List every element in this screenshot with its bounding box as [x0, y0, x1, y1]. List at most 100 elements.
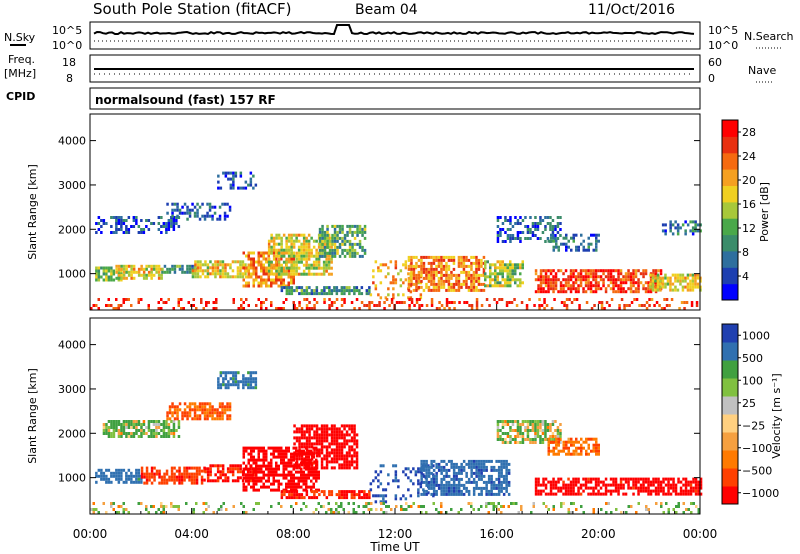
data-cell-0-5 — [285, 263, 288, 267]
data-cell-0-18 — [526, 237, 530, 240]
data-cell-0-8 — [369, 293, 373, 297]
data-cell-1-0 — [107, 477, 111, 481]
data-cell-1-2 — [229, 470, 232, 474]
data-cell-1-10 — [107, 426, 111, 429]
data-cell-1-4 — [345, 454, 349, 458]
data-cell-1-9 — [207, 505, 210, 508]
data-cell-0-14 — [600, 301, 604, 304]
data-cell-0-14 — [445, 304, 449, 307]
data-cell-0-9 — [452, 285, 456, 289]
data-cell-0-18 — [506, 234, 510, 237]
data-cell-1-7 — [470, 471, 473, 475]
data-cell-0-11 — [642, 287, 645, 291]
data-cell-0-20 — [694, 226, 697, 230]
data-cell-1-7 — [427, 486, 431, 490]
data-cell-1-3 — [270, 452, 273, 456]
data-cell-1-6 — [387, 482, 390, 486]
data-cell-1-10 — [162, 432, 166, 435]
data-cell-0-4 — [265, 278, 268, 282]
svg-text:8: 8 — [66, 72, 73, 85]
data-cell-0-14 — [663, 298, 666, 301]
data-cell-1-0 — [105, 474, 108, 478]
data-cell-0-6 — [348, 251, 352, 255]
data-cell-1-11 — [213, 411, 217, 415]
data-cell-1-3 — [262, 482, 265, 486]
data-cell-1-8 — [572, 492, 575, 496]
data-cell-1-8 — [577, 492, 580, 496]
data-cell-0-13 — [192, 304, 195, 307]
data-cell-1-4 — [343, 466, 346, 470]
data-cell-1-12 — [247, 383, 250, 387]
data-cell-0-3 — [224, 266, 227, 270]
data-cell-0-11 — [564, 269, 568, 273]
data-cell-1-2 — [216, 470, 220, 474]
data-cell-0-9 — [427, 261, 431, 265]
x-tick-label: 16:00 — [479, 527, 514, 541]
data-cell-0-6 — [348, 239, 352, 243]
data-cell-1-4 — [328, 451, 331, 455]
y-tick-label: 4000 — [58, 339, 86, 352]
data-cell-1-8 — [619, 480, 623, 484]
data-cell-1-8 — [637, 486, 640, 490]
data-cell-0-9 — [477, 261, 481, 265]
data-cell-1-2 — [246, 470, 250, 474]
data-cell-0-6 — [353, 236, 357, 240]
data-cell-1-3 — [317, 470, 320, 474]
data-cell-1-7 — [470, 480, 473, 484]
data-cell-1-4 — [348, 463, 351, 467]
data-cell-0-12 — [679, 282, 682, 286]
data-cell-1-11 — [168, 405, 172, 409]
data-cell-0-9 — [430, 288, 433, 292]
data-cell-1-8 — [542, 477, 545, 481]
data-cell-0-14 — [365, 304, 369, 307]
data-cell-0-1 — [157, 267, 161, 271]
data-cell-1-13 — [509, 429, 512, 432]
data-cell-0-13 — [105, 304, 108, 307]
data-cell-0-12 — [681, 273, 685, 277]
data-cell-0-14 — [408, 307, 411, 310]
data-cell-0-14 — [293, 304, 296, 307]
data-cell-1-5 — [280, 493, 284, 497]
data-cell-1-1 — [183, 478, 186, 482]
data-cell-1-3 — [257, 446, 260, 450]
data-cell-0-10 — [506, 263, 509, 267]
data-cell-1-10 — [155, 429, 158, 432]
data-cell-1-13 — [496, 432, 500, 435]
data-cell-1-3 — [262, 461, 265, 465]
data-cell-0-6 — [328, 248, 332, 252]
data-cell-0-6 — [318, 251, 322, 255]
data-cell-0-11 — [609, 272, 613, 276]
data-cell-1-7 — [482, 480, 486, 484]
data-cell-0-15 — [147, 228, 151, 231]
data-cell-0-12 — [696, 285, 700, 289]
data-cell-0-13 — [180, 307, 183, 310]
data-cell-0-4 — [287, 281, 290, 285]
data-cell-1-4 — [315, 433, 319, 437]
data-cell-0-11 — [587, 284, 590, 288]
data-cell-1-1 — [143, 472, 146, 476]
data-cell-1-7 — [420, 477, 423, 481]
data-cell-0-11 — [549, 284, 553, 288]
data-cell-0-11 — [642, 284, 645, 288]
data-cell-1-7 — [500, 480, 503, 484]
data-cell-0-9 — [460, 255, 463, 259]
data-cell-1-13 — [534, 435, 537, 438]
data-cell-0-6 — [353, 248, 357, 252]
data-cell-1-10 — [105, 423, 108, 426]
data-cell-0-5 — [297, 266, 301, 270]
data-cell-1-11 — [188, 411, 192, 415]
data-cell-1-10 — [102, 426, 106, 429]
data-cell-1-7 — [432, 468, 436, 472]
data-cell-0-9 — [437, 279, 441, 283]
data-cell-1-0 — [132, 480, 136, 484]
data-cell-1-9 — [515, 502, 518, 505]
data-cell-1-8 — [582, 477, 585, 481]
data-cell-1-1 — [153, 478, 156, 482]
data-cell-0-11 — [652, 269, 655, 273]
data-cell-1-9 — [567, 511, 570, 514]
data-cell-1-10 — [147, 435, 151, 438]
data-cell-0-9 — [410, 282, 413, 286]
data-cell-1-8 — [572, 489, 575, 493]
data-cell-0-14 — [388, 304, 391, 307]
data-cell-0-9 — [442, 264, 446, 268]
